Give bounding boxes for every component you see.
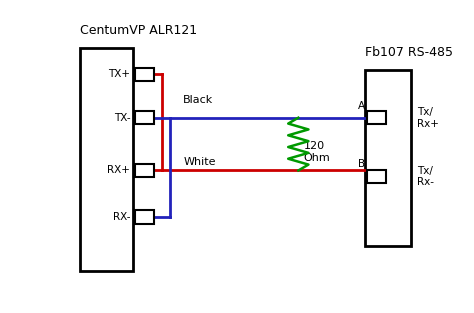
Text: B: B: [358, 160, 365, 170]
Text: TX+: TX+: [108, 69, 130, 79]
Text: Tx/
Rx+: Tx/ Rx+: [417, 107, 438, 129]
Text: TX-: TX-: [114, 113, 130, 123]
Text: White: White: [183, 157, 216, 167]
Bar: [367, 170, 386, 183]
Bar: [135, 111, 154, 124]
Text: Fb107 RS-485: Fb107 RS-485: [365, 46, 453, 59]
Text: Black: Black: [183, 95, 213, 105]
Text: CentumVP ALR121: CentumVP ALR121: [80, 24, 197, 37]
Bar: [135, 68, 154, 81]
Text: RX-: RX-: [113, 212, 130, 222]
Bar: [80, 48, 133, 271]
Bar: [135, 164, 154, 177]
Text: RX+: RX+: [108, 166, 130, 176]
Bar: [367, 111, 386, 124]
Text: 120
Ohm: 120 Ohm: [303, 141, 330, 163]
Text: Tx/
Rx-: Tx/ Rx-: [417, 166, 434, 187]
Bar: [365, 69, 411, 246]
Bar: [135, 210, 154, 223]
Text: A: A: [358, 100, 365, 110]
